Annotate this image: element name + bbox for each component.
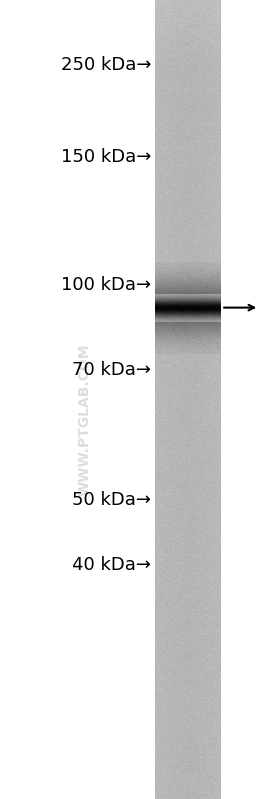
Text: 40 kDa→: 40 kDa→ [73,556,151,574]
Text: 100 kDa→: 100 kDa→ [61,276,151,294]
Text: 70 kDa→: 70 kDa→ [73,361,151,379]
Text: 150 kDa→: 150 kDa→ [61,149,151,166]
Text: 50 kDa→: 50 kDa→ [73,491,151,509]
Text: WWW.PTGLAB.COM: WWW.PTGLAB.COM [78,344,92,496]
Text: 250 kDa→: 250 kDa→ [61,56,151,74]
